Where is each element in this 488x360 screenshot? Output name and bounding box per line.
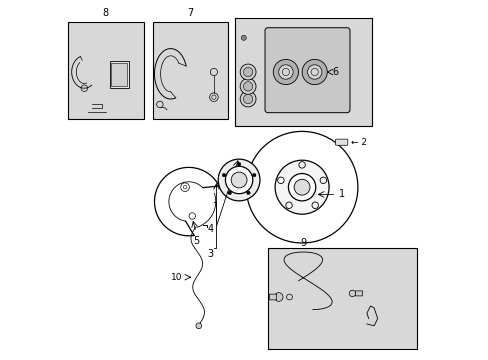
Circle shape <box>294 179 309 195</box>
Circle shape <box>307 65 321 79</box>
Text: 10: 10 <box>171 273 182 282</box>
Circle shape <box>243 67 252 77</box>
FancyBboxPatch shape <box>355 291 362 296</box>
Bar <box>111 63 127 86</box>
Circle shape <box>222 173 225 177</box>
Circle shape <box>243 94 252 104</box>
Circle shape <box>302 59 326 85</box>
Circle shape <box>273 59 298 85</box>
Circle shape <box>241 35 246 40</box>
Text: 7: 7 <box>187 8 193 18</box>
Circle shape <box>246 191 250 195</box>
Text: ← 2: ← 2 <box>350 138 366 147</box>
Circle shape <box>240 91 256 107</box>
Circle shape <box>348 290 355 297</box>
Text: 5: 5 <box>192 236 199 246</box>
Bar <box>152 22 228 119</box>
FancyBboxPatch shape <box>335 139 347 145</box>
Circle shape <box>275 160 328 214</box>
Circle shape <box>278 65 292 79</box>
Text: 1: 1 <box>338 189 344 199</box>
Bar <box>267 248 416 349</box>
FancyBboxPatch shape <box>269 294 276 300</box>
Text: 9: 9 <box>300 238 306 248</box>
Text: 3: 3 <box>207 249 213 259</box>
Text: 6: 6 <box>332 67 338 77</box>
Circle shape <box>227 191 231 195</box>
Circle shape <box>240 64 256 80</box>
Text: 8: 8 <box>102 8 109 18</box>
Circle shape <box>240 78 256 94</box>
Bar <box>109 61 129 88</box>
Bar <box>68 22 143 119</box>
Circle shape <box>288 174 315 201</box>
FancyBboxPatch shape <box>264 28 349 113</box>
Circle shape <box>225 166 252 194</box>
Circle shape <box>252 173 255 177</box>
Circle shape <box>196 323 201 329</box>
Circle shape <box>231 172 246 188</box>
Text: 4: 4 <box>207 224 213 234</box>
Bar <box>235 18 371 126</box>
Circle shape <box>274 293 283 301</box>
Circle shape <box>237 162 241 166</box>
Circle shape <box>246 131 357 243</box>
Circle shape <box>218 159 260 201</box>
Circle shape <box>243 82 252 91</box>
